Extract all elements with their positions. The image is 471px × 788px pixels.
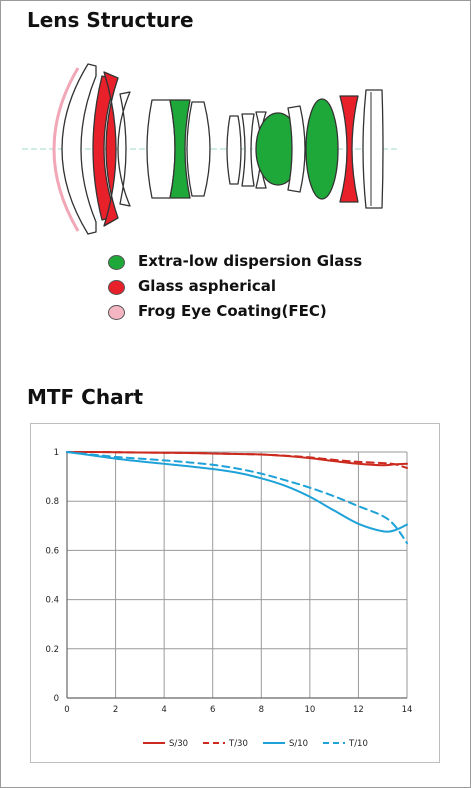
legend-ed-glass-label: Extra-low dispersion Glass [138,252,363,270]
x-tick-label: 10 [304,705,315,715]
lens-element-12-ed [305,98,339,200]
lens-element-11 [287,105,306,193]
legend-label-s-10: S/10 [289,739,308,749]
y-tick-label: 0.8 [45,497,59,507]
series-line-t-10 [66,451,408,545]
legend-label-s-30: S/30 [169,739,188,749]
mtf-chart: 00.20.40.60.810 2 4 6 8 10 12 14 S/30 T/30 S/10 T/… [45,448,413,749]
pink-dot-icon [108,305,125,320]
x-tick-label: 14 [402,705,413,715]
y-tick-label: 1 [54,448,59,458]
mtf-chart-title: MTF Chart [27,385,144,409]
x-tick-label: 6 [210,705,215,715]
lens-element-6 [186,101,211,197]
legend-aspherical-label: Glass aspherical [138,277,276,295]
lens-element-2-aspherical-rear [103,71,119,227]
red-dot-icon [108,280,125,295]
fec-coating [52,67,80,232]
y-tick-label: 0.2 [45,645,59,655]
lens-element-8 [241,113,255,187]
lens-element-3 [117,91,131,207]
x-tick-label: 12 [353,705,364,715]
lens-element-13-aspherical [339,95,359,203]
legend-label-t-10: T/10 [348,739,368,749]
lens-structure-title: Lens Structure [27,8,194,32]
legend-fec-label: Frog Eye Coating(FEC) [138,302,327,320]
lens-element-7 [226,115,242,185]
x-tick-label: 8 [259,705,264,715]
y-tick-label: 0.6 [45,546,59,556]
lens-element-5-ed [169,99,191,199]
x-tick-label: 0 [64,705,69,715]
lens-element-4 [146,99,176,199]
mtf-chart-panel: 0 0.2 0.4 0.6 0.8 1 0 2 4 6 8 10 12 14 S/30 T/30 S/10 T/… [30,423,440,763]
lens-element-1 [61,63,97,235]
series-line-s-10 [66,451,408,533]
x-tick-label: 4 [161,705,166,715]
y-tick-label: 0 [54,694,59,704]
x-tick-label: 2 [113,705,118,715]
green-dot-icon [108,255,125,270]
legend-label-t-30: T/30 [228,739,248,749]
lens-element-14 [362,89,384,209]
series-line-t-30 [66,450,408,469]
lens-structure-diagram [22,63,398,235]
y-tick-label: 0.4 [45,596,59,606]
